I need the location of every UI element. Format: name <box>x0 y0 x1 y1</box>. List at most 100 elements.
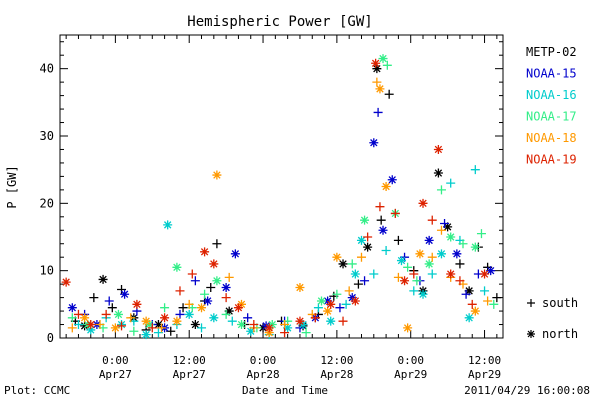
data-point-south <box>455 276 465 286</box>
legend-entry-noaa-18: NOAA-18 <box>526 131 577 145</box>
data-point-north <box>464 313 474 323</box>
data-point-north <box>350 269 360 279</box>
data-point-south <box>480 286 490 296</box>
x-tick-label-time: 12:00 <box>173 354 206 367</box>
data-point-south <box>492 293 502 303</box>
data-point-south <box>175 286 185 296</box>
data-point-south <box>332 289 342 299</box>
data-point-south <box>467 299 477 309</box>
data-points <box>61 54 502 340</box>
marker-legend: south north <box>527 296 578 341</box>
data-point-south <box>476 229 486 239</box>
data-point-north <box>264 328 274 338</box>
data-point-south <box>187 269 197 279</box>
data-point-south <box>376 215 386 225</box>
y-tick-label: 40 <box>40 62 54 76</box>
series-noaa-19 <box>61 58 490 338</box>
data-point-north <box>120 289 130 299</box>
data-point-north <box>316 296 326 306</box>
data-point-north <box>212 276 222 286</box>
x-tick-label-time: 12:00 <box>320 354 353 367</box>
data-point-south <box>412 276 422 286</box>
data-point-north <box>446 232 456 242</box>
data-point-south <box>117 321 127 331</box>
data-point-south <box>427 252 437 262</box>
data-point-south <box>310 313 320 323</box>
data-point-south <box>166 326 176 336</box>
data-point-south <box>356 252 366 262</box>
chart-title: Hemispheric Power [GW] <box>187 14 372 30</box>
legend-entry-noaa-19: NOAA-19 <box>526 153 577 167</box>
data-point-south <box>175 309 185 319</box>
data-point-south <box>227 316 237 326</box>
data-point-south <box>335 303 345 313</box>
x-axis: 0:00Apr2712:00Apr270:00Apr2812:00Apr280:… <box>65 35 501 381</box>
data-point-south <box>409 269 419 279</box>
data-point-south <box>280 328 290 338</box>
data-point-north <box>326 299 336 309</box>
x-tick-label-date: Apr27 <box>99 368 132 381</box>
data-point-south <box>373 107 383 117</box>
data-point-north <box>378 54 388 64</box>
data-point-north <box>452 249 462 259</box>
data-point-south <box>363 232 373 242</box>
data-point-north <box>184 309 194 319</box>
data-point-north <box>283 323 293 333</box>
data-point-south <box>455 259 465 269</box>
data-point-north <box>326 316 336 326</box>
data-point-south <box>67 323 77 333</box>
data-point-north <box>433 144 443 154</box>
data-point-north <box>480 269 490 279</box>
data-point-north <box>424 235 434 245</box>
x-axis-label: Date and Time <box>242 384 328 397</box>
data-point-north <box>86 320 96 330</box>
series-legend: METP-02 NOAA-15 NOAA-16 NOAA-17 NOAA-18 NOAA-… <box>526 45 577 167</box>
data-point-north <box>221 283 231 292</box>
data-point-north <box>378 225 388 235</box>
data-point-south <box>184 299 194 309</box>
data-point-south <box>461 289 471 299</box>
x-tick-label-date: Apr28 <box>320 368 353 381</box>
data-point-south <box>436 185 446 195</box>
data-point-north <box>212 170 222 180</box>
data-point-north <box>110 323 120 333</box>
data-point-south <box>153 328 163 338</box>
data-point-north <box>387 175 397 185</box>
north-marker-symbol <box>527 330 535 338</box>
data-point-north <box>172 262 182 272</box>
data-point-north <box>295 316 305 326</box>
data-point-north <box>80 313 90 323</box>
data-point-north <box>209 259 219 269</box>
data-point-north <box>443 222 453 232</box>
data-point-north <box>261 321 271 331</box>
legend-entry-noaa-17: NOAA-17 <box>526 110 577 124</box>
data-point-south <box>104 296 114 306</box>
data-point-south <box>338 316 348 326</box>
x-tick-label-time: 0:00 <box>397 354 424 367</box>
data-point-south <box>409 286 419 296</box>
data-point-south <box>117 285 127 295</box>
data-point-north <box>203 296 213 306</box>
data-point-south <box>403 262 413 272</box>
x-tick-label-time: 0:00 <box>102 354 129 367</box>
data-point-south <box>160 303 170 313</box>
data-point-south <box>393 235 403 245</box>
data-point-south <box>101 309 111 319</box>
data-point-north <box>371 58 381 68</box>
data-point-north <box>132 299 142 309</box>
data-point-north <box>264 323 274 333</box>
x-tick-label-date: Apr29 <box>468 368 501 381</box>
data-point-south <box>190 276 200 286</box>
data-point-south <box>382 60 392 70</box>
data-point-north <box>141 316 151 326</box>
footer-plot-credit: Plot: CCMC <box>4 384 70 397</box>
legend-entry-noaa-15: NOAA-15 <box>526 67 577 81</box>
y-tick-label: 0 <box>47 331 54 345</box>
data-point-north <box>356 235 366 245</box>
data-point-north <box>61 277 71 287</box>
data-point-south <box>375 202 385 212</box>
data-point-north <box>424 259 434 269</box>
data-point-north <box>446 269 456 279</box>
data-point-south <box>243 313 253 323</box>
x-tick-label-date: Apr28 <box>246 368 279 381</box>
